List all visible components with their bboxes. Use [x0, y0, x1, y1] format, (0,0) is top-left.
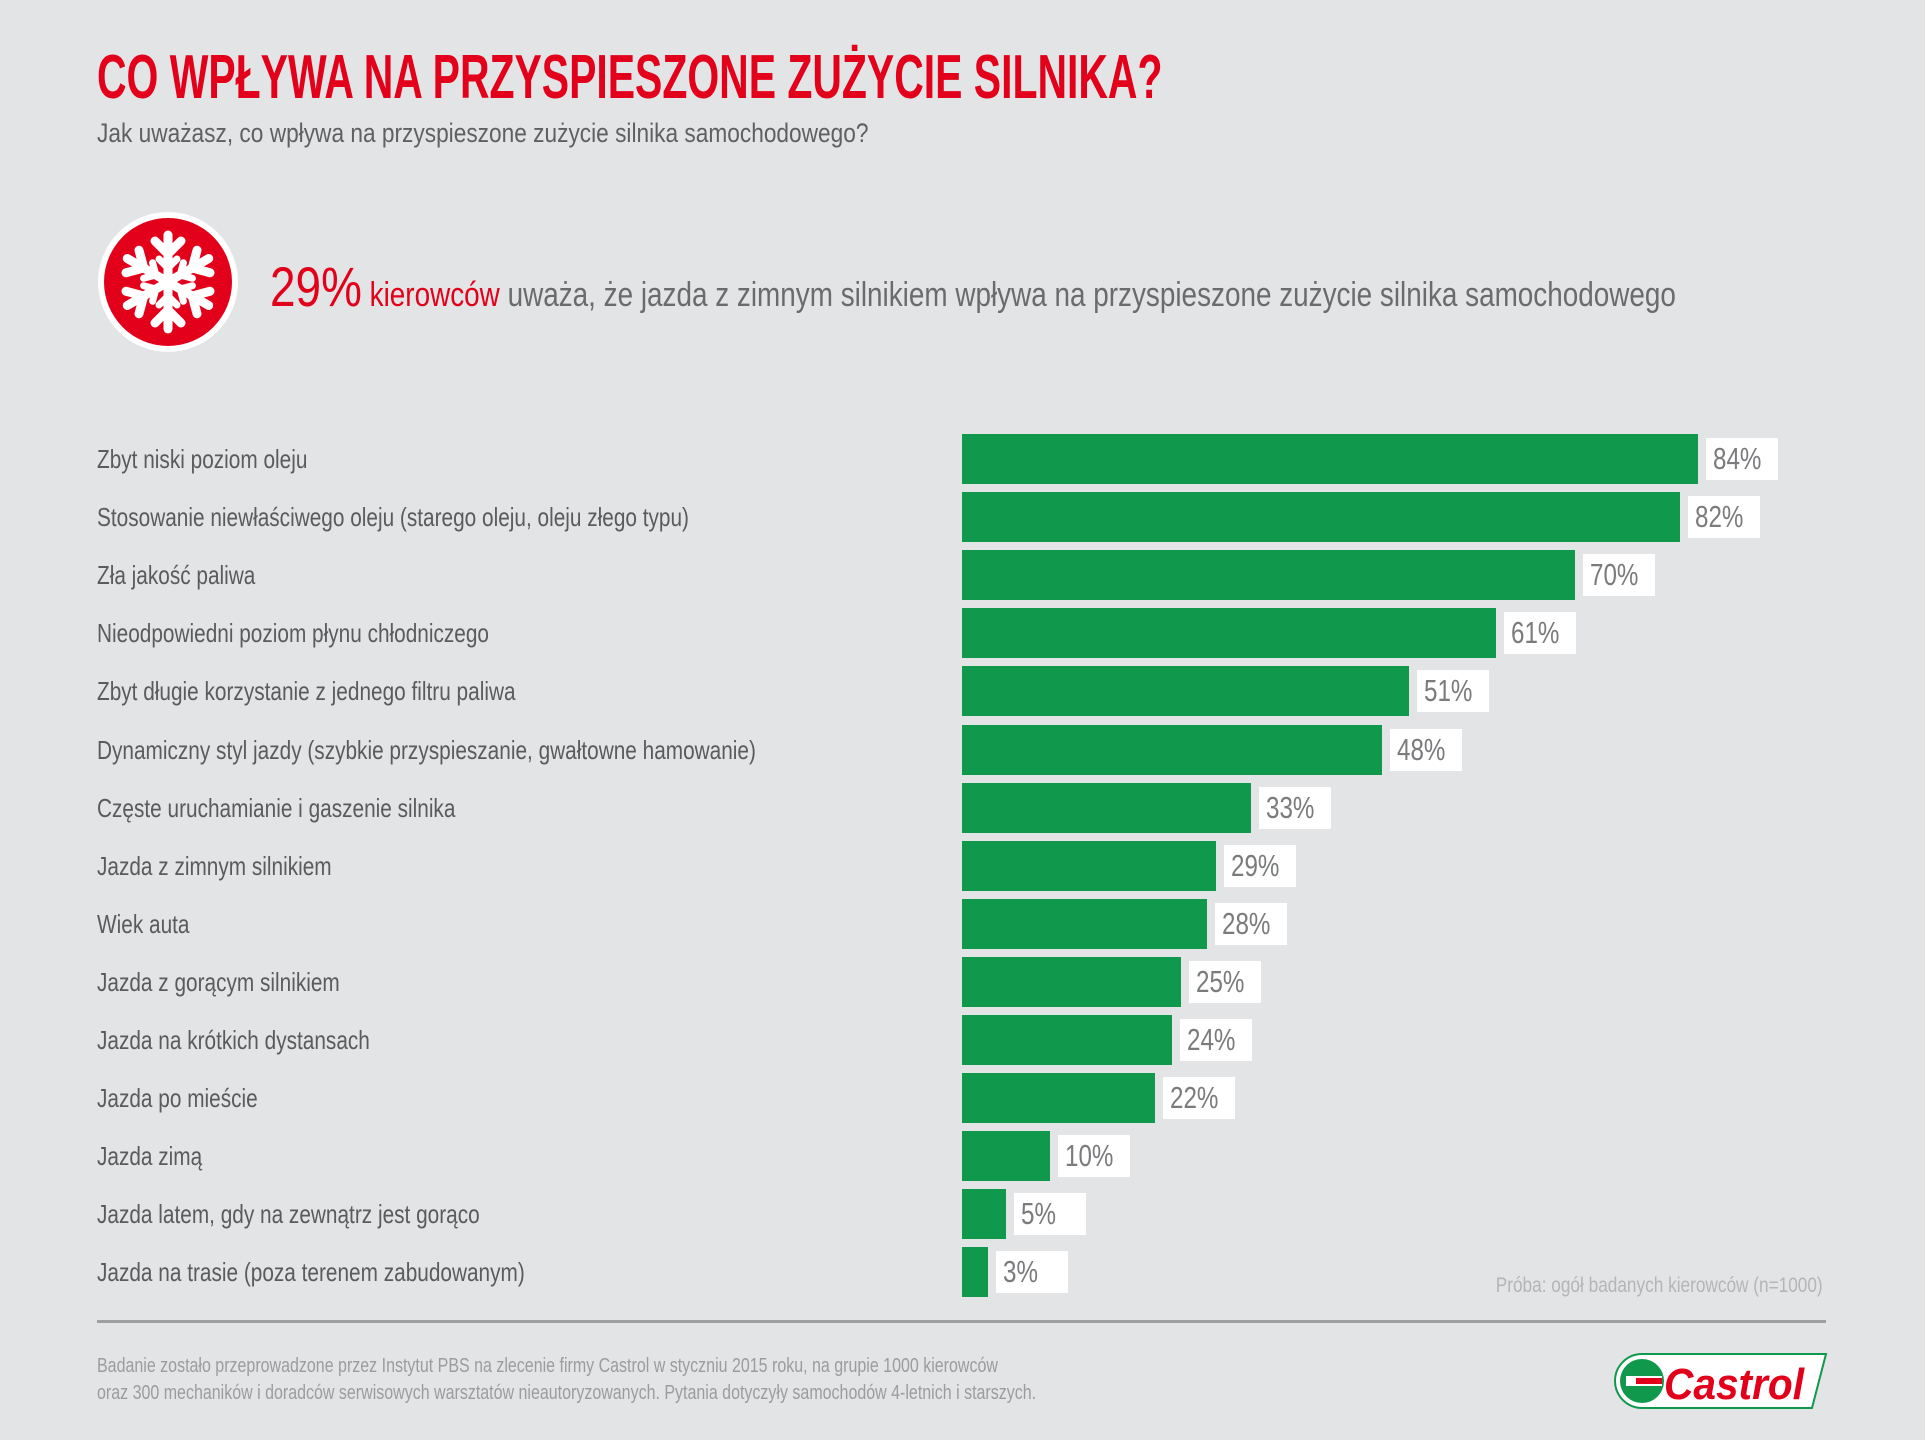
footer-line-2: oraz 300 mechaników i doradców serwisowy…: [97, 1382, 1037, 1404]
category-label: Stosowanie niewłaściwego oleju (starego …: [97, 502, 689, 533]
data-label-text: 29%: [1231, 847, 1280, 883]
sample-note: Próba: ogół badanych kierowców (n=1000): [1496, 1274, 1823, 1297]
data-label-text: 48%: [1397, 731, 1446, 767]
category-label: Jazda na krótkich dystansach: [97, 1025, 370, 1055]
category-label: Zbyt długie korzystanie z jednego filtru…: [97, 676, 516, 707]
category-label: Nieodpowiedni poziom płynu chłodniczego: [97, 618, 489, 649]
bar: [962, 782, 1252, 833]
callout-highlight: kierowców: [369, 276, 500, 314]
data-label-text: 70%: [1590, 557, 1639, 593]
footer-line-1: Badanie zostało przeprowadzone przez Ins…: [97, 1355, 998, 1377]
data-label-text: 82%: [1695, 499, 1744, 535]
data-label: 48%: [1390, 728, 1463, 771]
category-label: Jazda z zimnym silnikiem: [97, 850, 332, 881]
data-label-text: 33%: [1266, 789, 1315, 825]
bar: [962, 550, 1576, 601]
callout-text: 29% kierowców uważa, że jazda z zimnym s…: [270, 254, 1676, 319]
snowflake-icon: [98, 212, 238, 352]
data-label-text: 84%: [1712, 441, 1762, 476]
bar: [962, 1131, 1050, 1182]
data-label: 24%: [1180, 1019, 1253, 1061]
data-label: 61%: [1504, 612, 1577, 655]
data-label-text: 3%: [1003, 1254, 1039, 1290]
data-label: 51%: [1416, 670, 1489, 713]
bar: [962, 898, 1208, 949]
data-label-text: 22%: [1169, 1080, 1219, 1116]
data-label: 3%: [996, 1251, 1069, 1294]
data-label: 10%: [1057, 1135, 1130, 1178]
category-label: Jazda na trasie (poza terenem zabudowany…: [97, 1257, 525, 1288]
category-label: Zła jakość paliwa: [97, 560, 256, 591]
divider: [97, 1320, 1826, 1323]
bar: [962, 608, 1497, 659]
svg-text:Castrol: Castrol: [1664, 1360, 1805, 1409]
category-label: Jazda z gorącym silnikiem: [97, 966, 340, 997]
data-label-text: 5%: [1020, 1196, 1056, 1232]
category-label: Jazda po mieście: [97, 1083, 258, 1114]
bar: [962, 1189, 1006, 1240]
bar: [962, 666, 1409, 717]
data-label-text: 61%: [1511, 615, 1560, 651]
data-label: 29%: [1224, 844, 1297, 887]
data-label-text: 10%: [1064, 1138, 1114, 1174]
category-label: Dynamiczny styl jazdy (szybkie przyspies…: [97, 734, 756, 765]
castrol-logo: Castrol: [1614, 1353, 1828, 1409]
data-label: 84%: [1705, 438, 1778, 480]
bar: [962, 840, 1217, 891]
category-label: Jazda latem, gdy na zewnątrz jest gorąco: [97, 1199, 480, 1230]
page-subtitle: Jak uważasz, co wpływa na przyspieszone …: [97, 118, 869, 148]
bar: [962, 1073, 1155, 1124]
bar: [962, 956, 1181, 1007]
category-label: Wiek auta: [97, 908, 190, 939]
category-label: Zbyt niski poziom oleju: [97, 444, 308, 474]
data-label-text: 28%: [1222, 905, 1271, 941]
category-label: Jazda zimą: [97, 1141, 203, 1172]
data-label: 70%: [1583, 554, 1656, 597]
bar: [962, 1247, 989, 1298]
data-label: 28%: [1215, 902, 1288, 945]
data-label-text: 24%: [1187, 1022, 1236, 1057]
bar: [962, 1015, 1173, 1065]
category-label: Częste uruchamianie i gaszenie silnika: [97, 792, 456, 823]
callout-percent: 29%: [270, 255, 362, 318]
data-label: 33%: [1259, 786, 1332, 829]
data-label: 22%: [1162, 1077, 1235, 1120]
bar: [962, 492, 1681, 543]
callout-body: uważa, że jazda z zimnym silnikiem wpływ…: [499, 276, 1676, 314]
data-label: 25%: [1189, 960, 1261, 1003]
page-title: CO WPŁYWA NA PRZYSPIESZONE ZUŻYCIE SILNI…: [97, 43, 1163, 112]
data-label-text: 51%: [1423, 673, 1473, 709]
bar: [962, 724, 1383, 775]
data-label-text: 25%: [1196, 963, 1245, 999]
data-label: 82%: [1688, 496, 1761, 539]
data-label: 5%: [1013, 1193, 1086, 1236]
bar: [962, 434, 1698, 484]
